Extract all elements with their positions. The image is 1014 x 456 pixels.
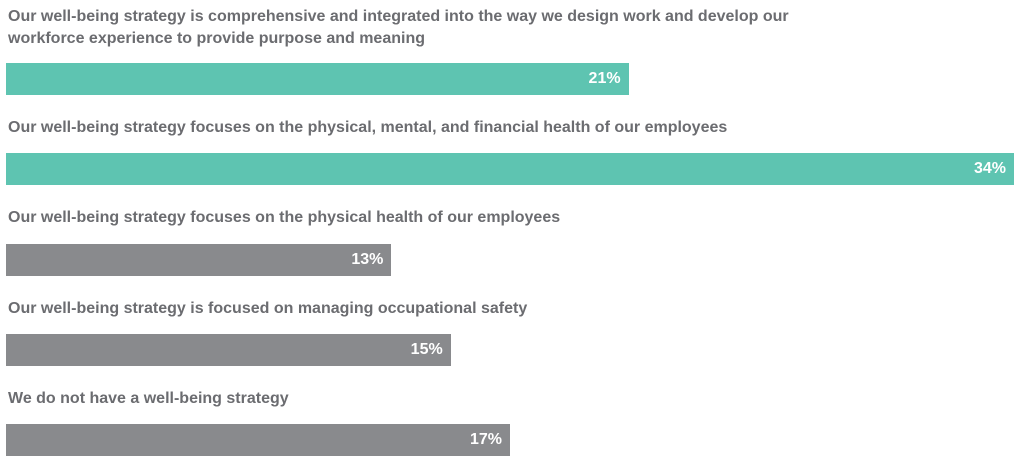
- bar: 13%: [6, 244, 392, 276]
- bar: 15%: [6, 334, 451, 366]
- category-label: Our well-being strategy focuses on the p…: [8, 209, 561, 226]
- value-label: 21%: [588, 70, 621, 87]
- value-label: 15%: [410, 341, 443, 358]
- value-label: 17%: [469, 431, 502, 448]
- bar: 34%: [6, 153, 1014, 185]
- value-label: 34%: [973, 160, 1006, 177]
- bar: 17%: [6, 424, 510, 456]
- category-label: We do not have a well-being strategy: [8, 390, 289, 407]
- category-label: Our well-being strategy is comprehensive…: [8, 8, 789, 47]
- category-label: Our well-being strategy focuses on the p…: [8, 119, 728, 136]
- bar: 21%: [6, 63, 629, 95]
- category-label: Our well-being strategy is focused on ma…: [8, 300, 528, 317]
- value-label: 13%: [351, 251, 384, 268]
